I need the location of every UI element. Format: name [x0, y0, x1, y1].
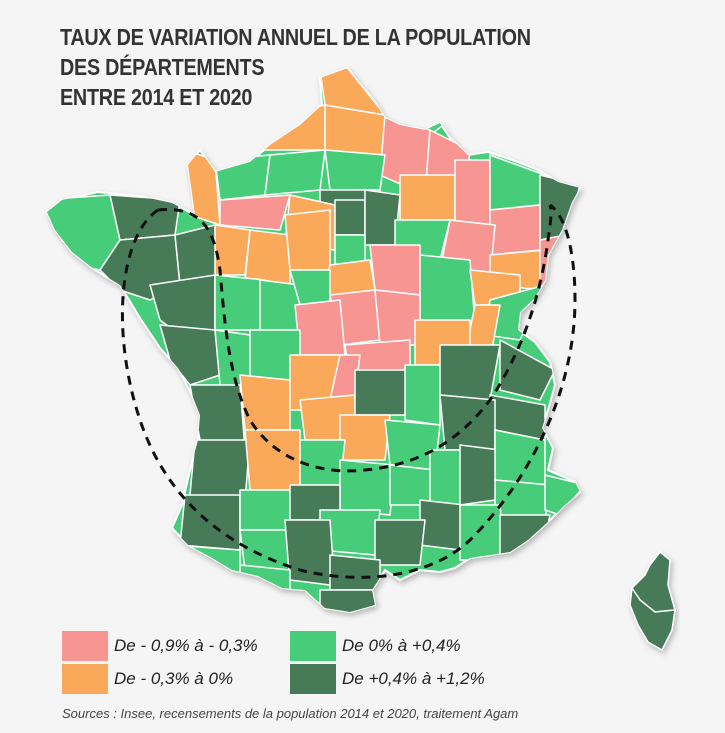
department-rhone-ain — [439, 344, 501, 401]
legend-label-growth-strong: De +0,4% à +1,2% — [342, 669, 485, 688]
department-oise — [324, 149, 386, 191]
department-bas-rhin — [539, 174, 580, 241]
legend-label-decline-weak: De - 0,3% à 0% — [114, 669, 234, 688]
map-title: TAUX DE VARIATION ANNUEL DE LA POPULATIO… — [60, 22, 531, 112]
department-corse-du-sud — [629, 585, 676, 652]
department-eure-et-loir — [284, 209, 331, 271]
source-note: Sources : Insee, recensements de la popu… — [62, 706, 519, 721]
department-gard — [419, 499, 466, 551]
department-charente — [239, 374, 291, 431]
department-vendee — [159, 324, 221, 386]
department-indre-et-loire — [259, 279, 301, 331]
department-drome — [459, 444, 501, 506]
department-loire — [404, 364, 441, 426]
legend-swatch-dark-green — [290, 664, 336, 694]
department-meuse — [454, 159, 491, 226]
department-paris-petite-couronne — [334, 199, 366, 236]
department-alpes-haute-provence — [494, 479, 551, 521]
department-lot — [299, 439, 346, 486]
legend-swatch-orange — [62, 664, 108, 694]
department-cantal — [339, 414, 391, 461]
dashed-ellipse-growth-zones — [120, 203, 577, 579]
corsica — [629, 550, 676, 652]
department-hautes-pyrenees — [239, 564, 291, 601]
legend-swatch-pink — [62, 631, 108, 661]
department-landes — [179, 494, 241, 551]
department-seine-maritime — [259, 104, 326, 151]
department-marne — [399, 174, 456, 221]
legend-swatch-light-green — [290, 631, 336, 661]
department-puy-de-dome — [354, 369, 411, 416]
department-orne — [219, 194, 291, 231]
department-haute-garonne — [284, 519, 336, 591]
department-cote-dor — [419, 254, 476, 326]
legend-label-growth-weak: De 0% à +0,4% — [342, 636, 461, 655]
title-line-3: ENTRE 2014 ET 2020 — [60, 84, 253, 110]
department-nievre — [374, 289, 421, 346]
department-indre — [294, 299, 346, 356]
department-pyrenees-atlantiques — [169, 544, 241, 591]
title-line-1: TAUX DE VARIATION ANNUEL DE LA POPULATIO… — [60, 24, 531, 50]
department-alpes-maritimes — [544, 474, 580, 516]
department-eure — [264, 149, 326, 196]
department-haut-rhin — [539, 234, 566, 291]
department-lozere — [389, 464, 436, 506]
department-meurthe-et-moselle — [489, 204, 541, 256]
mainland-france — [46, 67, 581, 613]
department-yonne — [369, 244, 421, 296]
department-lot-et-garonne — [239, 489, 291, 531]
dashed-outline-west — [120, 203, 577, 579]
department-aude — [329, 554, 381, 591]
title-line-2: DES DÉPARTEMENTS — [60, 54, 265, 80]
department-vaucluse-bouches-du-rhone — [459, 504, 506, 561]
dashed-outline-inner — [157, 204, 553, 473]
department-sarthe — [244, 229, 291, 286]
department-dordogne — [244, 429, 301, 491]
legend-label-decline-strong: De - 0,9% à - 0,3% — [114, 636, 258, 655]
department-calvados — [214, 154, 271, 201]
department-herault — [374, 519, 426, 566]
